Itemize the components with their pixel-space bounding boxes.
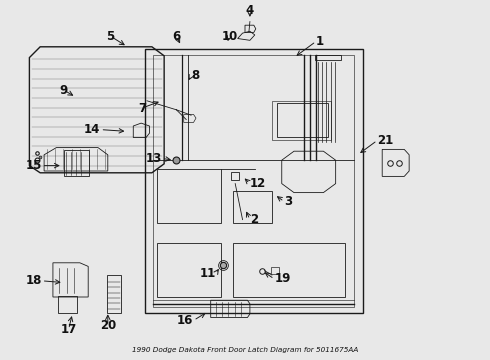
- Text: 10: 10: [221, 30, 238, 42]
- Text: 1990 Dodge Dakota Front Door Latch Diagram for 5011675AA: 1990 Dodge Dakota Front Door Latch Diagr…: [132, 347, 358, 353]
- Text: 13: 13: [146, 152, 162, 165]
- Text: 7: 7: [138, 102, 146, 114]
- Text: 16: 16: [177, 314, 194, 327]
- Text: 11: 11: [199, 267, 216, 280]
- Text: 14: 14: [84, 123, 100, 136]
- Text: 4: 4: [246, 4, 254, 17]
- Text: 21: 21: [377, 134, 393, 147]
- Text: 9: 9: [60, 84, 68, 96]
- Text: 20: 20: [99, 319, 116, 332]
- Text: 15: 15: [25, 159, 42, 172]
- Text: 3: 3: [284, 195, 293, 208]
- Text: 2: 2: [250, 213, 258, 226]
- Text: 17: 17: [60, 323, 77, 336]
- Text: 6: 6: [172, 30, 180, 42]
- Text: 8: 8: [191, 69, 199, 82]
- Text: 12: 12: [250, 177, 266, 190]
- Text: 1: 1: [316, 35, 324, 48]
- Text: 5: 5: [106, 30, 114, 42]
- Text: 19: 19: [274, 273, 291, 285]
- Text: 18: 18: [25, 274, 42, 287]
